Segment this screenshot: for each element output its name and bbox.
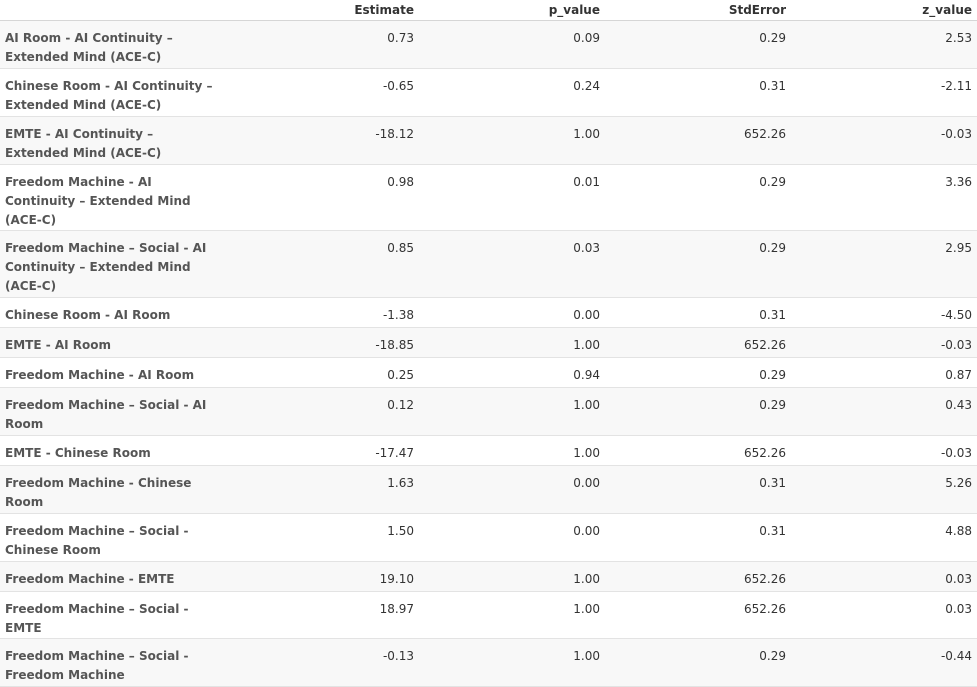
p-value-cell: 0.01 — [419, 164, 605, 231]
estimate-cell: 18.97 — [226, 591, 419, 639]
estimate-cell: -17.47 — [226, 435, 419, 466]
z-value-cell: 0.43 — [791, 387, 977, 436]
std-error-cell: 0.29 — [605, 230, 791, 298]
row-label: Freedom Machine – Social - Chinese Room — [0, 513, 226, 562]
estimate-cell: 0.85 — [226, 230, 419, 298]
row-label: Chinese Room - AI Continuity – Extended … — [0, 68, 226, 117]
std-error-cell: 652.26 — [605, 327, 791, 358]
row-label: Freedom Machine - Chinese Room — [0, 465, 226, 514]
column-header-std-error: StdError — [605, 0, 791, 21]
row-label: EMTE - AI Continuity – Extended Mind (AC… — [0, 116, 226, 165]
row-label: Freedom Machine – Social - AI Room — [0, 387, 226, 436]
table-row: Freedom Machine – Social - Chinese Room … — [0, 513, 977, 562]
p-value-cell: 0.94 — [419, 357, 605, 388]
estimate-cell: -0.65 — [226, 68, 419, 117]
std-error-cell: 0.29 — [605, 357, 791, 388]
z-value-cell: 0.03 — [791, 591, 977, 639]
z-value-cell: 5.26 — [791, 465, 977, 514]
p-value-cell: 1.00 — [419, 561, 605, 592]
table-row: Chinese Room - AI Continuity – Extended … — [0, 68, 977, 117]
p-value-cell: 1.00 — [419, 116, 605, 165]
z-value-cell: -2.11 — [791, 68, 977, 117]
row-label: Freedom Machine – Social - AI Continuity… — [0, 230, 226, 298]
z-value-cell: 2.95 — [791, 230, 977, 298]
row-label: EMTE - Chinese Room — [0, 435, 226, 466]
table-row: Freedom Machine – Social - AI Continuity… — [0, 230, 977, 298]
table-row: Freedom Machine - Chinese Room 1.63 0.00… — [0, 465, 977, 514]
z-value-cell: 2.53 — [791, 20, 977, 69]
row-label: Freedom Machine - AI Continuity – Extend… — [0, 164, 226, 231]
estimate-cell: 0.98 — [226, 164, 419, 231]
std-error-cell: 652.26 — [605, 435, 791, 466]
std-error-cell: 652.26 — [605, 116, 791, 165]
estimate-cell: -0.13 — [226, 638, 419, 687]
z-value-cell: -0.03 — [791, 327, 977, 358]
row-label: Freedom Machine – Social - Freedom Machi… — [0, 638, 226, 687]
table-row: Freedom Machine - AI Continuity – Extend… — [0, 164, 977, 231]
estimate-cell: 0.73 — [226, 20, 419, 69]
row-label: EMTE - AI Room — [0, 327, 226, 358]
std-error-cell: 0.29 — [605, 387, 791, 436]
z-value-cell: -0.03 — [791, 435, 977, 466]
std-error-cell: 0.31 — [605, 513, 791, 562]
p-value-cell: 1.00 — [419, 638, 605, 687]
std-error-cell: 652.26 — [605, 591, 791, 639]
table-row: EMTE - AI Continuity – Extended Mind (AC… — [0, 116, 977, 165]
z-value-cell: -4.50 — [791, 297, 977, 328]
table-row: Freedom Machine - AI Room 0.25 0.94 0.29… — [0, 357, 977, 388]
table-row: EMTE - Chinese Room -17.47 1.00 652.26 -… — [0, 435, 977, 466]
table-row: Freedom Machine - EMTE 19.10 1.00 652.26… — [0, 561, 977, 592]
std-error-cell: 652.26 — [605, 561, 791, 592]
std-error-cell: 0.31 — [605, 68, 791, 117]
column-header-name — [0, 0, 226, 21]
table-row: AI Room - AI Continuity – Extended Mind … — [0, 20, 977, 69]
estimate-cell: -1.38 — [226, 297, 419, 328]
estimate-cell: -18.12 — [226, 116, 419, 165]
estimate-cell: 1.50 — [226, 513, 419, 562]
table-row: Freedom Machine – Social - Freedom Machi… — [0, 638, 977, 687]
row-label: Freedom Machine – Social - EMTE — [0, 591, 226, 639]
row-label: AI Room - AI Continuity – Extended Mind … — [0, 20, 226, 69]
p-value-cell: 0.24 — [419, 68, 605, 117]
row-label: Chinese Room - AI Room — [0, 297, 226, 328]
estimate-cell: 0.25 — [226, 357, 419, 388]
p-value-cell: 0.03 — [419, 230, 605, 298]
std-error-cell: 0.29 — [605, 638, 791, 687]
estimate-cell: 0.12 — [226, 387, 419, 436]
z-value-cell: -0.44 — [791, 638, 977, 687]
estimate-cell: 1.63 — [226, 465, 419, 514]
table-row: EMTE - AI Room -18.85 1.00 652.26 -0.03 — [0, 327, 977, 358]
row-label: Freedom Machine - AI Room — [0, 357, 226, 388]
column-header-estimate: Estimate — [226, 0, 419, 21]
p-value-cell: 0.00 — [419, 513, 605, 562]
z-value-cell: -0.03 — [791, 116, 977, 165]
p-value-cell: 0.09 — [419, 20, 605, 69]
z-value-cell: 3.36 — [791, 164, 977, 231]
table-row: Chinese Room - AI Room -1.38 0.00 0.31 -… — [0, 297, 977, 328]
p-value-cell: 1.00 — [419, 387, 605, 436]
table-row: Freedom Machine – Social - EMTE 18.97 1.… — [0, 591, 977, 639]
estimate-cell: 19.10 — [226, 561, 419, 592]
std-error-cell: 0.29 — [605, 20, 791, 69]
std-error-cell: 0.29 — [605, 164, 791, 231]
std-error-cell: 0.31 — [605, 297, 791, 328]
p-value-cell: 0.00 — [419, 297, 605, 328]
row-label: Freedom Machine - EMTE — [0, 561, 226, 592]
p-value-cell: 1.00 — [419, 591, 605, 639]
estimate-cell: -18.85 — [226, 327, 419, 358]
z-value-cell: 0.87 — [791, 357, 977, 388]
p-value-cell: 1.00 — [419, 327, 605, 358]
p-value-cell: 0.00 — [419, 465, 605, 514]
z-value-cell: 4.88 — [791, 513, 977, 562]
header-row: Estimate p_value StdError z_value — [0, 0, 977, 21]
table-row: Freedom Machine – Social - AI Room 0.12 … — [0, 387, 977, 436]
p-value-cell: 1.00 — [419, 435, 605, 466]
column-header-z-value: z_value — [791, 0, 977, 21]
z-value-cell: 0.03 — [791, 561, 977, 592]
column-header-p-value: p_value — [419, 0, 605, 21]
std-error-cell: 0.31 — [605, 465, 791, 514]
